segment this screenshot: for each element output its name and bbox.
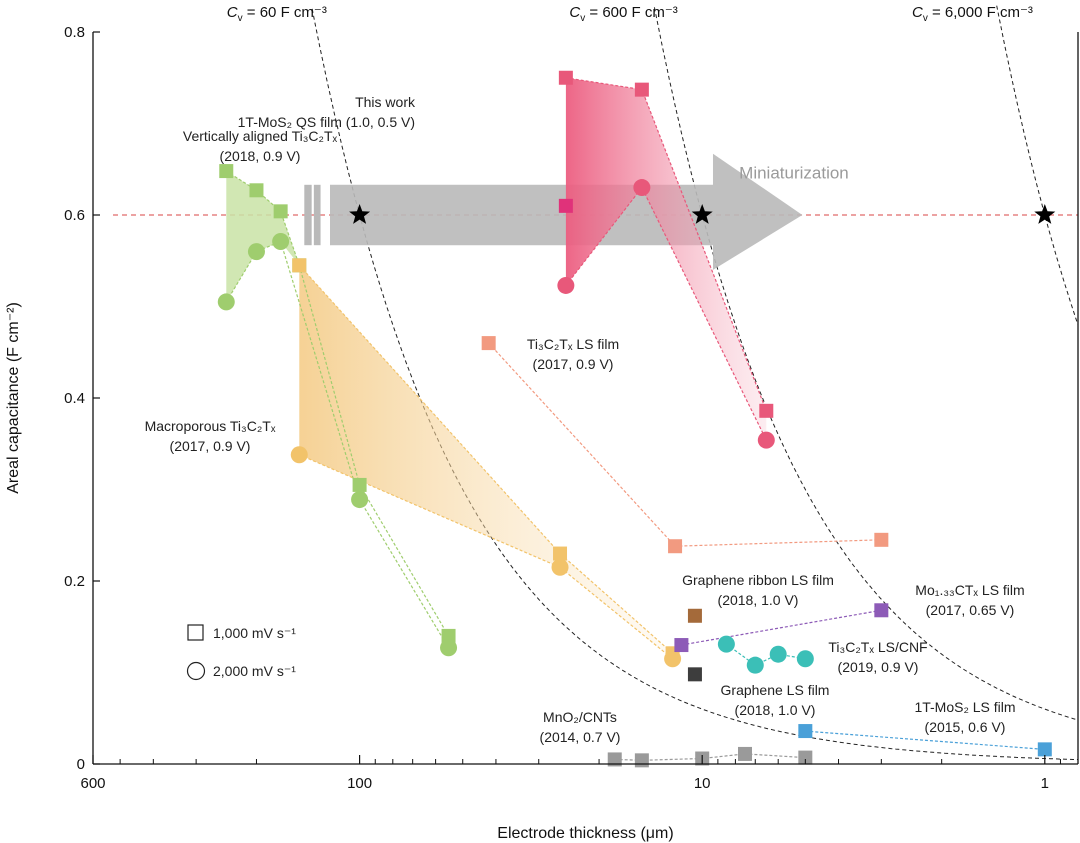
point-square-mno-cnts-0 [607,752,622,767]
point-square-vertically-aligned-ti-c-t-0 [219,164,234,179]
legend-layer: 1,000 mV s⁻¹ 2,000 mV s⁻¹ [186,624,296,681]
point-square-1t-mos-ls-film-1 [1037,742,1052,757]
arrow-bar-1 [313,184,321,246]
cv-label-60: Cv = 60 F cm⁻³ [227,4,327,24]
point-square-ti-c-t-ls-film-1 [668,539,683,554]
point-circle-this-work-1t-mos-qs-film-1 [633,179,651,197]
legend-square-marker [187,624,204,641]
point-square-ti-c-t-ls-film-0 [481,336,496,351]
point-circle-macroporous-ti-c-t-0 [290,446,308,464]
label-macroporous-ti-c-t: Macroporous Ti₃C₂Tₓ (2017, 0.9 V) [145,418,276,454]
series-labels-layer: This work 1T-MoS₂ QS film (1.0, 0.5 V)Ver… [145,94,1025,745]
volumetric-curve-labels: Cv = 60 F cm⁻³ Cv = 600 F cm⁻³ Cv = 6,000 … [227,4,1033,24]
y-tick-label-0: 0 [77,756,85,773]
point-square-macroporous-ti-c-t-0 [292,258,307,273]
x-tick-label-600: 600 [80,775,105,792]
star-marker-100 [349,204,371,224]
star-marker-1 [1034,204,1056,224]
arrow-bar-0 [304,184,312,246]
y-tick-label-0.8: 0.8 [64,24,85,41]
line-squares-mo-ct-ls-film [681,609,882,646]
label-this-work-1t-mos-qs-film: This work 1T-MoS₂ QS film (1.0, 0.5 V) [238,94,416,130]
label-ti-c-t-ls-cnf: Ti₃C₂Tₓ LS/CNF (2019, 0.9 V) [828,639,927,675]
label-ti-c-t-ls-film: Ti₃C₂Tₓ LS film (2017, 0.9 V) [527,336,619,372]
fill-vertically-aligned [226,171,300,302]
arrow-label: Miniaturization [739,163,849,182]
point-square-this-work-1t-mos-qs-film-0 [558,70,573,85]
y-axis-label: Areal capacitance (F cm⁻²) [5,302,22,494]
point-square-ti-c-t-ls-film-2 [874,532,889,547]
x-axis-label: Electrode thickness (μm) [497,825,673,842]
label-vertically-aligned-ti-c-t: Vertically aligned Ti₃C₂Tₓ (2018, 0.9 V) [183,128,338,164]
point-circle-vertically-aligned-ti-c-t-4 [440,639,458,657]
legend-label-square: 1,000 mV s⁻¹ [213,625,296,641]
point-square-mo-ct-ls-film-0 [674,638,689,653]
y-tick-label-0.6: 0.6 [64,207,85,224]
cv-curve-600 [653,7,1079,721]
legend-circle-marker [186,661,206,681]
line-squares-1t-mos-ls-film [805,730,1045,750]
point-square-highlight-this-work-1t-mos-qs-film-0 [558,198,573,213]
fill-macroporous [299,265,673,659]
point-square-this-work-1t-mos-qs-film-2 [759,403,774,418]
point-square-vertically-aligned-ti-c-t-1 [249,183,264,198]
point-square-graphene-ls-film-0 [687,667,702,682]
point-circle-vertically-aligned-ti-c-t-3 [351,491,369,509]
cv-label-600: Cv = 600 F cm⁻³ [569,4,677,24]
point-square-macroporous-ti-c-t-1 [553,546,568,561]
line-squares-vertically-aligned-ti-c-t [225,170,450,637]
label-1t-mos-ls-film: 1T-MoS₂ LS film (2015, 0.6 V) [914,699,1015,735]
line-circles-vertically-aligned-ti-c-t [225,240,450,649]
label-mo-ct-ls-film: Mo₁.₃₃CTₓ LS film (2017, 0.65 V) [915,582,1024,618]
axes-layer: 0 0.2 0.4 0.6 0.8 600 100 10 1 Electrode thicknes… [5,24,1079,842]
point-square-mno-cnts-1 [634,753,649,768]
volumetric-curves-layer [311,5,1079,761]
series-fills-layer [226,77,767,659]
line-circles-ti-c-t-ls-cnf [726,643,806,666]
x-tick-label-100: 100 [347,775,372,792]
point-square-vertically-aligned-ti-c-t-5 [441,628,456,643]
cv-label-6000: Cv = 6,000 F cm⁻³ [912,4,1033,24]
point-circle-vertically-aligned-ti-c-t-1 [247,243,265,261]
point-circle-macroporous-ti-c-t-2 [664,650,682,668]
point-square-graphene-ribbon-ls-film-0 [687,608,702,623]
point-square-vertically-aligned-ti-c-t-4 [352,477,367,492]
cv-curve-60 [311,8,1079,761]
label-graphene-ribbon-ls-film: Graphene ribbon LS film (2018, 1.0 V) [682,572,834,608]
cv-curve-6000 [996,5,1079,325]
reference-stars-layer [349,204,1056,224]
point-circle-ti-c-t-ls-cnf-2 [769,645,787,663]
star-marker-10 [691,204,713,224]
point-circle-this-work-1t-mos-qs-film-0 [557,276,575,294]
fill-this-work [565,77,767,441]
point-circle-macroporous-ti-c-t-1 [551,558,569,576]
point-circle-vertically-aligned-ti-c-t-2 [272,233,290,251]
point-circle-vertically-aligned-ti-c-t-0 [217,293,235,311]
point-square-mno-cnts-3 [738,746,753,761]
series-points-layer [217,70,1052,768]
point-circle-ti-c-t-ls-cnf-0 [717,635,735,653]
x-tick-label-10: 10 [694,775,711,792]
legend-label-circle: 2,000 mV s⁻¹ [213,663,296,679]
line-squares-ti-c-t-ls-film [488,342,882,547]
y-tick-label-0.2: 0.2 [64,573,85,590]
label-graphene-ls-film: Graphene LS film (2018, 1.0 V) [721,682,830,718]
label-mno-cnts: MnO₂/CNTs (2014, 0.7 V) [540,709,621,745]
point-circle-this-work-1t-mos-qs-film-2 [757,431,775,449]
point-square-mno-cnts-4 [798,750,813,765]
point-square-1t-mos-ls-film-0 [798,724,813,739]
y-tick-label-0.4: 0.4 [64,390,85,407]
point-circle-ti-c-t-ls-cnf-1 [746,656,764,674]
line-circles-this-work-1t-mos-qs-film [565,186,767,441]
point-square-this-work-1t-mos-qs-film-1 [634,82,649,97]
x-tick-label-1: 1 [1041,775,1049,792]
point-square-vertically-aligned-ti-c-t-2 [273,204,288,219]
point-square-mo-ct-ls-film-1 [874,603,889,618]
point-circle-ti-c-t-ls-cnf-3 [796,650,814,668]
line-circles-macroporous-ti-c-t [299,454,673,660]
